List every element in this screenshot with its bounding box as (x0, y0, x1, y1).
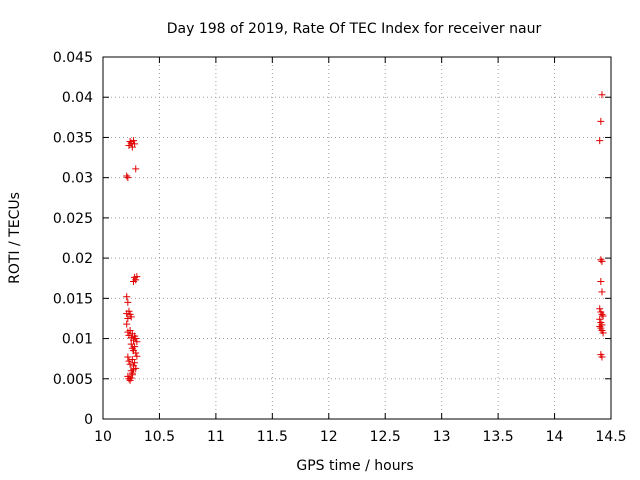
data-point (596, 315, 604, 323)
data-point (599, 329, 607, 337)
x-tick-label: 12 (320, 429, 338, 445)
data-point (127, 313, 135, 321)
data-point (126, 137, 134, 145)
data-point (133, 352, 141, 360)
x-tick-label: 10.5 (144, 429, 175, 445)
y-tick-labels: 0 0.005 0.01 0.015 0.02 0.025 0.03 0.035 0.04 0.0… (53, 50, 93, 428)
data-point (127, 374, 135, 382)
data-point (132, 335, 140, 343)
data-point (132, 349, 140, 357)
data-point (131, 343, 139, 351)
data-point (131, 140, 139, 148)
x-tick-labels: 10 10.5 11 11.5 12 12.5 13 13.5 14 14.5 (94, 429, 627, 445)
x-tick-label: 14 (546, 429, 564, 445)
x-tick-label: 12.5 (370, 429, 401, 445)
data-point (133, 273, 141, 281)
x-tick-label: 10 (94, 429, 112, 445)
plot-frame (102, 56, 612, 420)
x-tick-label: 14.5 (595, 429, 626, 445)
data-point (123, 293, 131, 301)
y-axis-label: ROTI / TECUs (7, 192, 23, 284)
data-point (124, 353, 132, 361)
chart-title: Day 198 of 2019, Rate Of TEC Index for r… (167, 21, 542, 37)
x-axis-label: GPS time / hours (296, 458, 413, 474)
data-point (123, 320, 131, 328)
data-point (598, 288, 606, 296)
data-point (124, 298, 132, 306)
data-point (597, 277, 605, 285)
data-point (598, 91, 606, 99)
data-point (597, 256, 605, 264)
data-points (123, 91, 607, 384)
data-point (125, 357, 133, 365)
data-point (132, 165, 140, 173)
data-point (125, 307, 133, 315)
x-tick-label: 13.5 (483, 429, 514, 445)
data-point (133, 338, 141, 346)
y-tick-label: 0.005 (53, 372, 93, 388)
data-point (129, 137, 137, 145)
y-tick-label: 0.03 (62, 171, 93, 187)
y-tick-label: 0.04 (62, 90, 93, 106)
y-tick-label: 0.025 (53, 211, 93, 227)
axis-ticks (102, 56, 612, 420)
data-point (598, 257, 606, 265)
x-tick-label: 13 (433, 429, 451, 445)
x-tick-label: 11 (207, 429, 225, 445)
y-tick-label: 0.045 (53, 50, 93, 66)
data-point (596, 322, 604, 330)
y-tick-label: 0.02 (62, 251, 93, 267)
data-point (598, 353, 606, 361)
y-tick-label: 0.01 (62, 332, 93, 348)
data-point (129, 365, 137, 373)
data-point (131, 359, 139, 367)
y-tick-label: 0.035 (53, 130, 93, 146)
y-tick-label: 0 (84, 412, 93, 428)
data-point (126, 360, 134, 368)
data-point (124, 174, 132, 182)
data-point (128, 371, 136, 379)
x-tick-label: 11.5 (257, 429, 288, 445)
data-point (123, 172, 131, 180)
data-point (597, 117, 605, 125)
y-tick-label: 0.015 (53, 291, 93, 307)
data-point (124, 314, 132, 322)
data-point (599, 312, 607, 320)
data-point (596, 305, 604, 313)
data-point (132, 276, 140, 284)
data-point (598, 310, 606, 318)
grid-lines (103, 57, 611, 419)
data-point (596, 137, 604, 145)
